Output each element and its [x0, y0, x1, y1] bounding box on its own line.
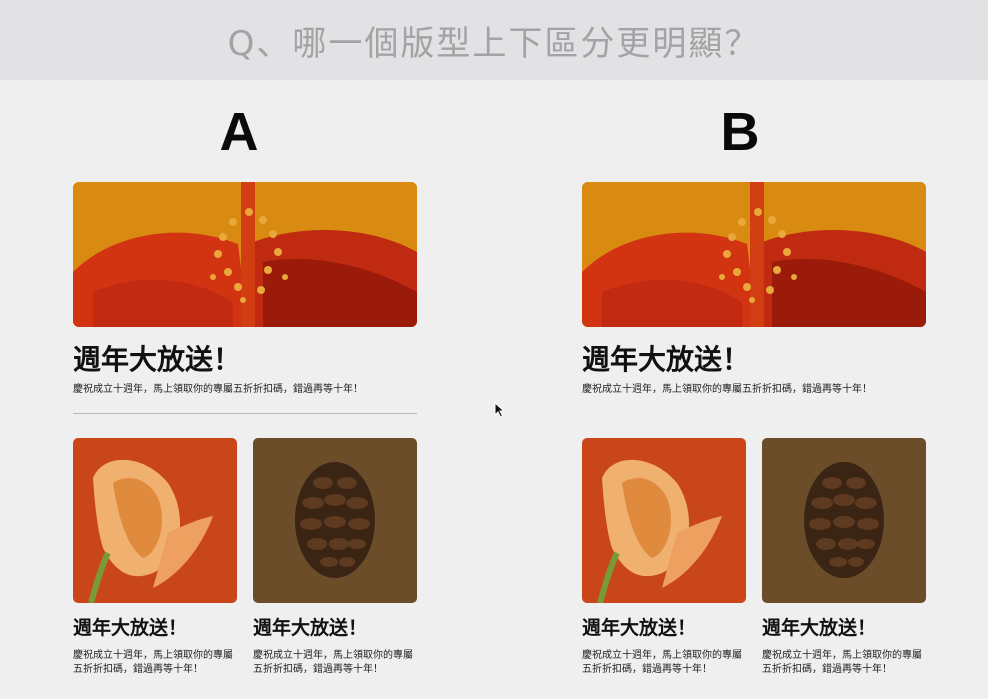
hero-title: 週年大放送！	[73, 343, 242, 376]
calla-lily-photo	[73, 438, 237, 603]
card-image	[73, 438, 237, 603]
option-label: B	[720, 102, 760, 162]
card-description: 慶祝成立十週年，馬上領取你的專屬五折折扣碼，錯過再等十年！	[73, 650, 233, 675]
hero-description: 慶祝成立十週年，馬上領取你的專屬五折折扣碼，錯過再等十年！	[582, 384, 872, 395]
card-image	[582, 438, 746, 603]
card-title: 週年大放送！	[582, 617, 697, 639]
question-text: Q、哪一個版型上下區分更明顯？	[227, 23, 761, 64]
pine-cone-photo	[762, 438, 926, 603]
question-header: Q、哪一個版型上下區分更明顯？	[0, 0, 988, 80]
card-description: 慶祝成立十週年，馬上領取你的專屬五折折扣碼，錯過再等十年！	[762, 650, 922, 675]
pine-cone-photo	[253, 438, 417, 603]
option-label: A	[219, 102, 259, 162]
section-divider	[73, 413, 417, 414]
hero-image	[73, 182, 417, 327]
card-title: 週年大放送！	[762, 617, 877, 639]
card-description: 慶祝成立十週年，馬上領取你的專屬五折折扣碼，錯過再等十年！	[253, 650, 413, 675]
card-image	[253, 438, 417, 603]
promo-card: 週年大放送！ 慶祝成立十週年，馬上領取你的專屬五折折扣碼，錯過再等十年！	[582, 438, 746, 677]
layout-option-b: B 週年大放送！ 慶祝成立十週年，馬上領取你的專屬五折折扣碼，錯過再等十年！	[582, 80, 926, 699]
hero-title: 週年大放送！	[582, 343, 751, 376]
hero-description: 慶祝成立十週年，馬上領取你的專屬五折折扣碼，錯過再等十年！	[73, 384, 363, 395]
promo-card: 週年大放送！ 慶祝成立十週年，馬上領取你的專屬五折折扣碼，錯過再等十年！	[73, 438, 237, 677]
layout-option-a: A 週年大放送！ 慶祝成立十週年，馬上領取你的專屬五折折扣碼，錯過再等十年！	[73, 80, 417, 699]
promo-card: 週年大放送！ 慶祝成立十週年，馬上領取你的專屬五折折扣碼，錯過再等十年！	[762, 438, 926, 677]
card-image	[762, 438, 926, 603]
card-title: 週年大放送！	[253, 617, 368, 639]
hibiscus-flower-photo	[582, 182, 926, 327]
promo-card: 週年大放送！ 慶祝成立十週年，馬上領取你的專屬五折折扣碼，錯過再等十年！	[253, 438, 417, 677]
card-description: 慶祝成立十週年，馬上領取你的專屬五折折扣碼，錯過再等十年！	[582, 650, 742, 675]
calla-lily-photo	[582, 438, 746, 603]
card-title: 週年大放送！	[73, 617, 188, 639]
hero-image	[582, 182, 926, 327]
hibiscus-flower-photo	[73, 182, 417, 327]
mouse-cursor-icon	[494, 402, 506, 418]
